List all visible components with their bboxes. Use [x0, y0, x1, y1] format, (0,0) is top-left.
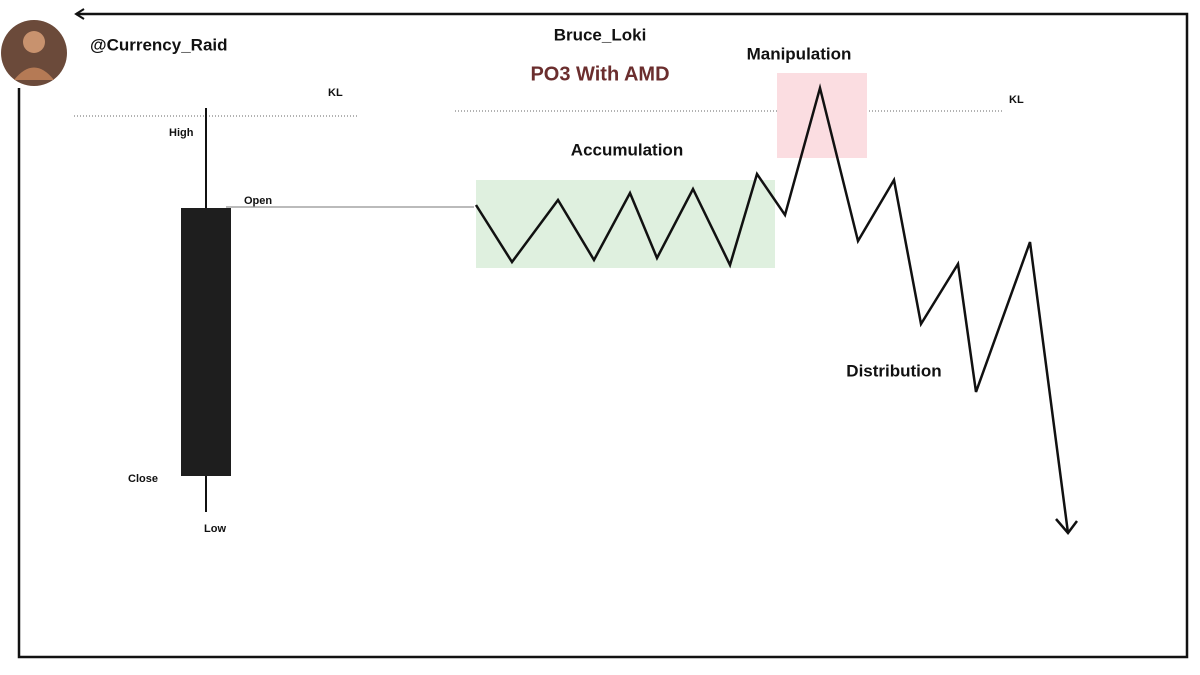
candle-body [181, 208, 231, 476]
key-level-label: KL [328, 87, 343, 99]
price-arrow [1055, 518, 1078, 535]
open-label: Open [244, 195, 272, 207]
author: Bruce_Loki [554, 25, 647, 44]
handle: @Currency_Raid [90, 35, 228, 54]
accumulation-zone [476, 180, 775, 268]
avatar-face [23, 31, 45, 53]
manipulation-zone [777, 73, 867, 158]
frame-arrow [74, 8, 85, 20]
key-level-label: KL [1009, 94, 1024, 106]
manipulation-label: Manipulation [747, 44, 852, 63]
high-label: High [169, 127, 194, 139]
price-path [474, 83, 1070, 534]
avatar-body [14, 67, 54, 80]
close-label: Close [128, 473, 158, 485]
distribution-label: Distribution [846, 361, 941, 380]
frame [17, 12, 1189, 659]
title: PO3 With AMD [530, 63, 669, 85]
low-label: Low [204, 523, 226, 535]
accumulation-label: Accumulation [571, 140, 683, 159]
